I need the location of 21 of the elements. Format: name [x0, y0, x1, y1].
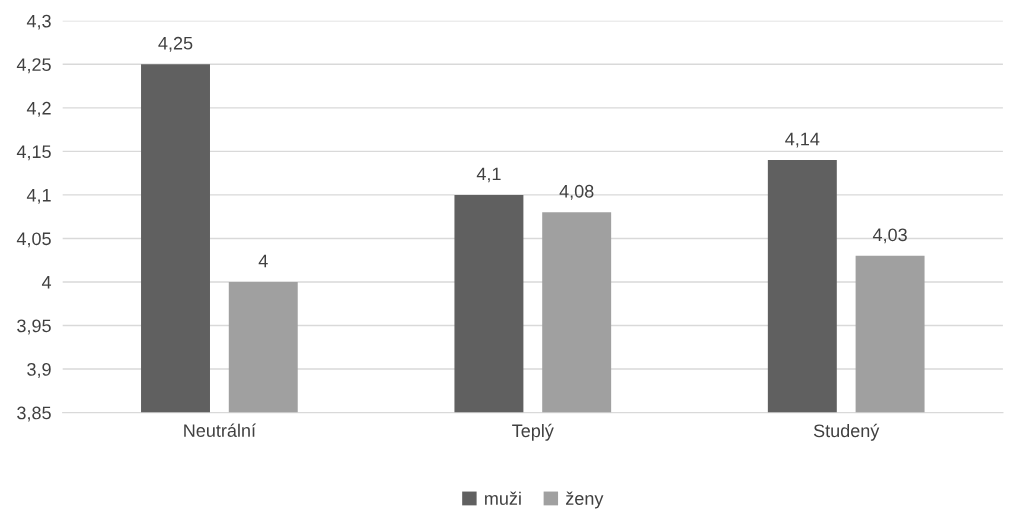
y-tick-label: 4,1	[26, 189, 51, 204]
x-tick-label: Studený	[813, 423, 880, 441]
legend-label: muži	[485, 491, 521, 505]
data-label: 4,25	[158, 36, 193, 52]
y-tick-label: 3,85	[17, 406, 51, 422]
x-tick-label: Teplý	[512, 423, 554, 441]
y-tick-label: 4,3	[26, 14, 51, 30]
y-tick-label: 3,95	[17, 319, 51, 335]
data-label: 4,1	[476, 167, 501, 183]
y-tick-label: 4	[41, 276, 52, 289]
y-tick-label: 3,9	[27, 363, 51, 378]
y-tick-label: 4,05	[16, 232, 51, 248]
x-tick-label: Neutrální	[184, 423, 256, 437]
y-tick-label: 4,25	[16, 58, 51, 74]
y-tick-label: 4,2	[26, 101, 51, 117]
data-label: 4	[258, 254, 268, 268]
legend-label: ženy	[566, 491, 604, 509]
y-tick-label: 4,15	[16, 145, 51, 161]
data-label: 4,03	[872, 228, 907, 244]
data-label: 4,08	[559, 184, 594, 200]
data-label: 4,14	[785, 132, 820, 148]
